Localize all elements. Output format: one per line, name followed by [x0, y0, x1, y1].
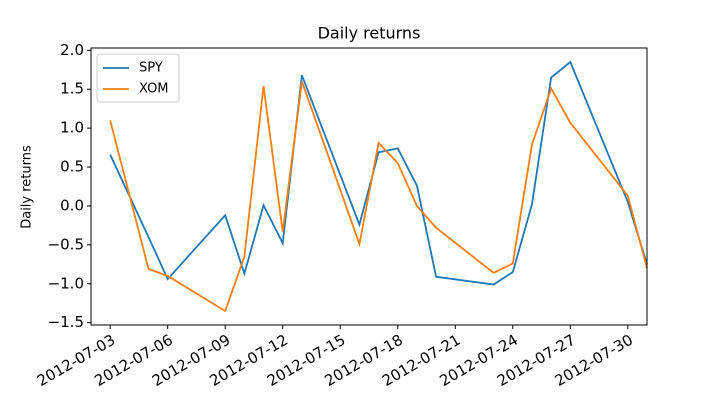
- legend-label: SPY: [139, 61, 163, 76]
- line: [109, 60, 648, 286]
- legend-label: XOM: [139, 82, 169, 97]
- y-tick-label: −0.5: [48, 235, 84, 253]
- y-tick-label: 1.5: [60, 80, 84, 98]
- y-tick-label: 0.0: [60, 196, 84, 214]
- y-tick-label: 2.0: [60, 41, 84, 59]
- plot-frame: [90, 47, 648, 326]
- y-tick-label: −1.0: [48, 274, 84, 292]
- y-tick-label: 1.0: [60, 119, 84, 137]
- y-axis-label: Daily returns: [20, 145, 35, 229]
- legend-box: [96, 53, 180, 103]
- line: [109, 81, 648, 313]
- y-tick-label: 0.5: [60, 158, 84, 176]
- y-tick-label: −1.5: [48, 313, 84, 331]
- chart-title: Daily returns: [318, 24, 421, 43]
